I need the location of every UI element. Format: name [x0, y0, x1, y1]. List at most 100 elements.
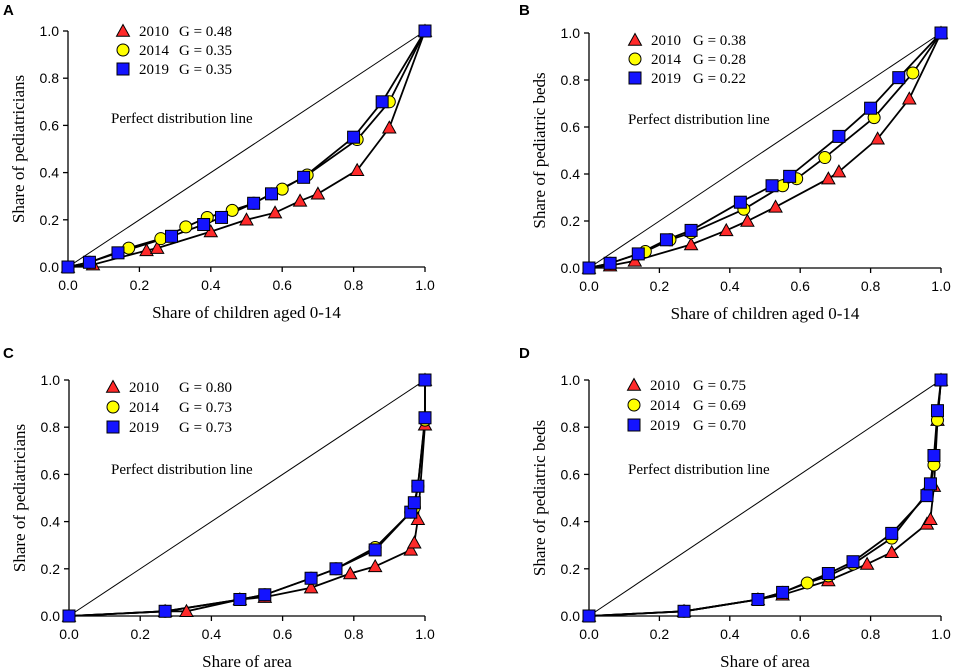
x-tick-label: 1.0 [415, 626, 435, 642]
y-tick-label: 0.6 [561, 119, 581, 135]
data-point-2019 [247, 196, 261, 210]
data-point-2019 [62, 609, 76, 623]
x-tick-label: 0.4 [720, 626, 740, 642]
legend-year: 2010 [139, 24, 169, 40]
x-axis-title: Share of area [202, 652, 292, 670]
x-tick-label: 0.0 [579, 626, 599, 642]
data-point-2019 [677, 604, 691, 618]
data-point-2014 [122, 241, 136, 255]
data-point-2019 [923, 477, 937, 491]
x-tick-label: 0.2 [650, 278, 670, 294]
data-point-2010 [139, 242, 154, 257]
legend-year: 2014 [139, 43, 170, 59]
legend-gini: G = 0.73 [179, 420, 232, 436]
y-tick-label: 0.2 [561, 213, 581, 229]
lorenz-curve-2010 [67, 30, 426, 268]
y-tick-label: 0.4 [561, 514, 581, 530]
lorenz-curve-2019 [68, 380, 426, 617]
y-tick-label: 0.0 [41, 608, 61, 624]
data-point-2010 [303, 580, 319, 594]
x-tick-label: 0.8 [861, 626, 881, 642]
data-point-2019 [631, 247, 645, 261]
legend-marker-2010 [627, 32, 643, 46]
data-point-2019 [407, 496, 421, 510]
panel-d: D 0.0 0.2 0.4 0.6 0.8 1.0 0.0 0.2 0.4 0.6 0.8 1.0 Sha… [519, 345, 951, 670]
x-tick-label: 0.8 [344, 626, 364, 642]
x-tick-label: 0.8 [344, 277, 364, 293]
data-point-2019 [930, 404, 944, 418]
legend-year: 2019 [651, 71, 681, 87]
y-tick-label: 1.0 [40, 23, 60, 39]
data-point-2019 [846, 555, 860, 569]
perfect-distribution-line [588, 32, 942, 269]
data-point-2019 [684, 223, 698, 237]
data-point-2010 [381, 120, 397, 134]
data-point-2010 [768, 199, 783, 213]
data-point-2010 [821, 171, 836, 185]
data-point-2010 [718, 222, 734, 237]
legend-gini: G = 0.38 [693, 33, 746, 49]
data-point-2019 [821, 567, 835, 581]
x-tick-label: 0.6 [272, 277, 292, 293]
x-tick-label: 0.2 [650, 626, 670, 642]
legend-gini: G = 0.70 [693, 418, 746, 434]
y-tick-label: 0.2 [41, 561, 61, 577]
data-point-2019 [258, 588, 272, 602]
data-point-2019 [197, 218, 211, 232]
legend-marker-2014 [628, 52, 642, 66]
y-tick-label: 0.6 [41, 466, 61, 482]
data-point-2010 [831, 164, 847, 178]
legend-gini: G = 0.80 [179, 380, 232, 396]
x-tick-label: 1.0 [415, 277, 435, 293]
data-point-2019 [61, 260, 75, 274]
data-point-2019 [368, 543, 382, 557]
data-point-2019 [934, 373, 948, 387]
y-axis-title: Share of pediatric beds [530, 420, 549, 576]
x-tick-label: 0.6 [790, 626, 810, 642]
y-axis-title: Share of pediatricians [10, 424, 29, 572]
panel-label: B [519, 2, 530, 19]
x-tick-label: 1.0 [931, 626, 951, 642]
data-point-2019 [418, 411, 432, 425]
y-tick-label: 1.0 [561, 372, 581, 388]
panel-label: C [3, 345, 14, 362]
data-point-2019 [304, 571, 318, 585]
data-point-2019 [418, 373, 432, 387]
data-point-2014 [154, 232, 168, 246]
data-point-2019 [215, 210, 229, 224]
y-axis-title: Share of pediatric beds [530, 72, 549, 228]
data-point-2019 [375, 95, 389, 109]
y-tick-label: 0.0 [40, 259, 60, 275]
legend-gini: G = 0.35 [179, 43, 232, 59]
x-tick-label: 0.8 [861, 278, 881, 294]
legend-marker-2010 [105, 379, 121, 393]
perfect-distribution-label: Perfect distribution line [628, 112, 770, 128]
y-tick-label: 0.0 [561, 260, 581, 276]
data-point-2019 [418, 24, 432, 38]
y-tick-label: 0.4 [41, 514, 61, 530]
panel-c: C 0.0 0.2 0.4 0.6 0.8 1.0 0.0 0.2 0.4 0.6 0.8 1.0 Sha… [3, 345, 435, 670]
data-point-2019 [82, 255, 96, 269]
data-point-2019 [733, 195, 747, 209]
data-point-2010 [367, 558, 383, 573]
y-tick-label: 0.2 [561, 561, 581, 577]
legend-gini: G = 0.75 [693, 378, 746, 394]
perfect-distribution-line [68, 379, 426, 617]
data-point-2010 [179, 603, 194, 617]
data-point-2010 [406, 535, 422, 549]
x-tick-label: 0.6 [790, 278, 810, 294]
data-point-2010 [870, 131, 885, 145]
legend-year: 2019 [129, 420, 159, 436]
x-tick-label: 0.4 [201, 277, 221, 293]
legend-year: 2010 [129, 380, 159, 396]
legend-year: 2010 [651, 33, 681, 49]
data-point-2019 [264, 187, 278, 201]
data-point-2010 [149, 240, 165, 254]
legend-gini: G = 0.73 [179, 400, 232, 416]
y-tick-label: 0.0 [561, 608, 581, 624]
y-tick-label: 1.0 [41, 372, 61, 388]
legend-marker-2014 [627, 398, 641, 412]
data-point-2019 [659, 233, 673, 247]
x-axis-title: Share of area [720, 652, 810, 670]
